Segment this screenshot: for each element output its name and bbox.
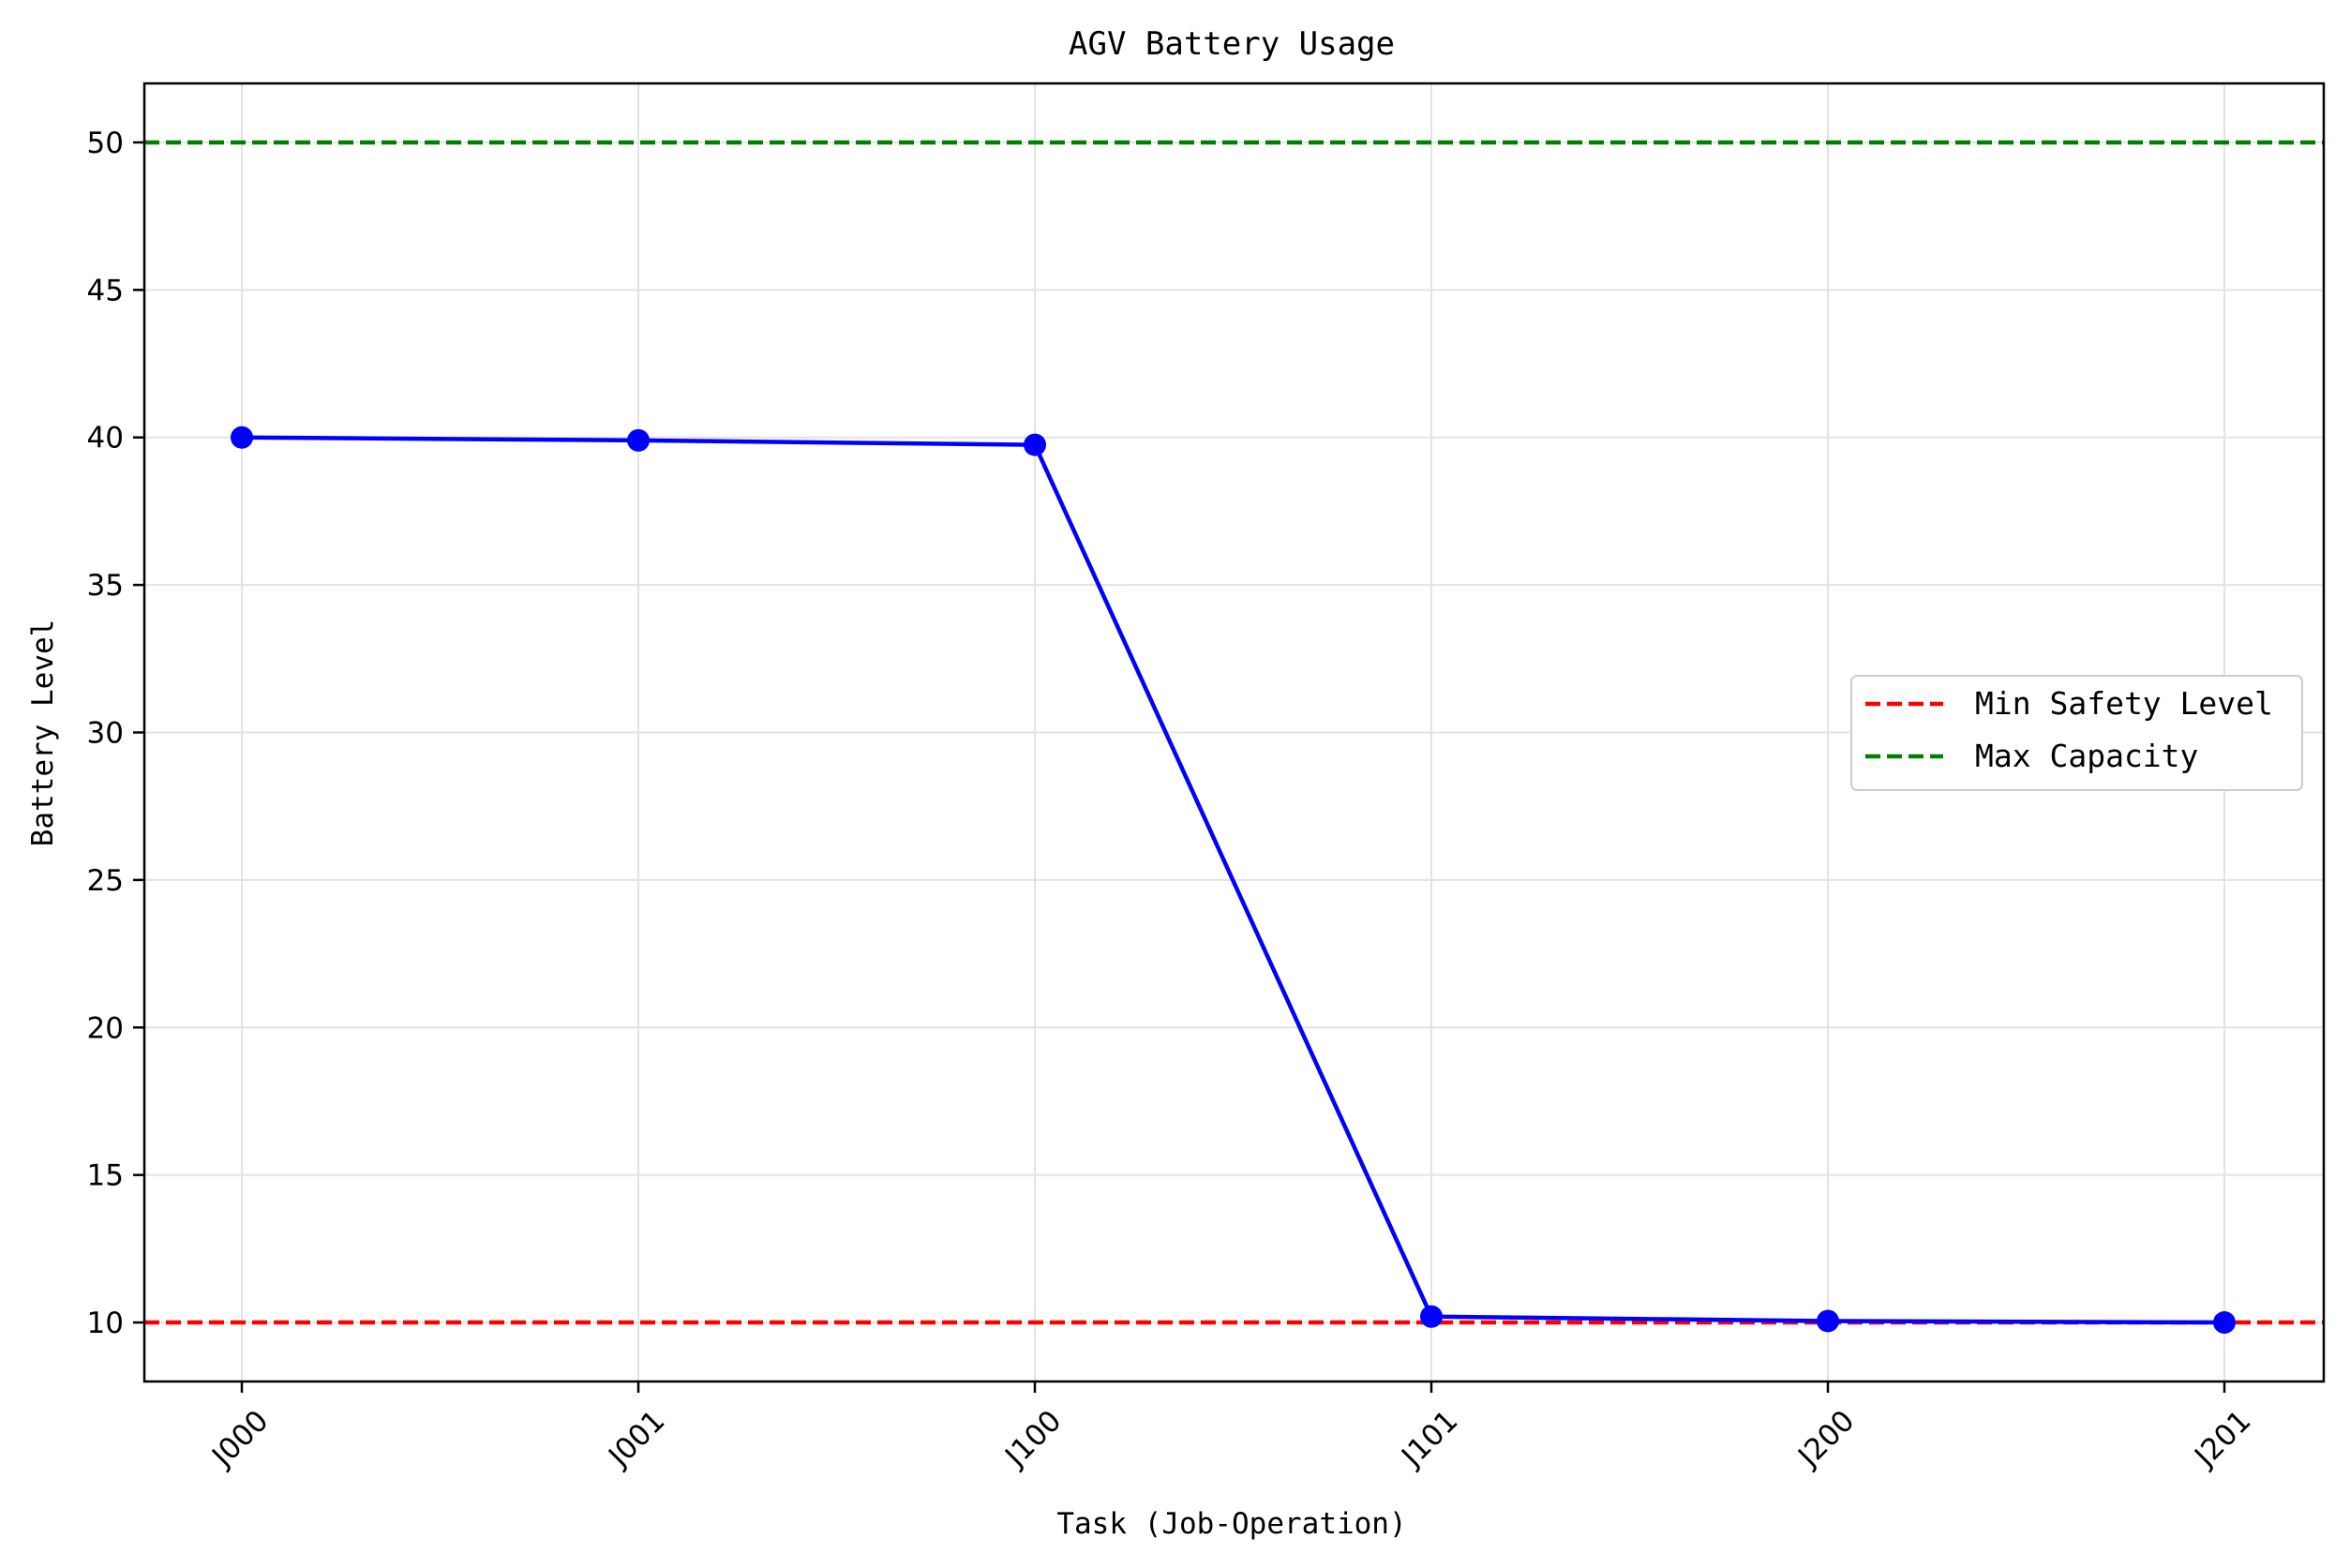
data-point bbox=[1420, 1305, 1443, 1328]
y-tick-label: 35 bbox=[87, 569, 124, 603]
y-tick-label: 20 bbox=[87, 1011, 124, 1045]
x-tick-label: J100 bbox=[997, 1404, 1068, 1474]
legend: Min Safety Level Max Capacity bbox=[1850, 675, 2303, 791]
y-tick-label: 25 bbox=[87, 864, 124, 898]
series-layer bbox=[231, 426, 2236, 1335]
y-tick-label: 15 bbox=[87, 1159, 124, 1193]
data-point bbox=[627, 428, 650, 452]
x-tick-label: J201 bbox=[2187, 1404, 2257, 1474]
y-axis-label: Battery Level bbox=[26, 620, 60, 847]
y-tick-label: 40 bbox=[87, 422, 124, 455]
grid bbox=[144, 83, 2324, 1381]
legend-box bbox=[1850, 675, 2303, 791]
x-tick-label: J200 bbox=[1790, 1404, 1861, 1474]
legend-label-max-capacity: Max Capacity bbox=[1975, 738, 2198, 774]
data-point bbox=[1024, 433, 1046, 456]
data-point bbox=[2213, 1311, 2236, 1335]
series-line bbox=[241, 435, 2225, 1325]
legend-label-min-safety: Min Safety Level bbox=[1975, 685, 2273, 722]
x-tick-label: J001 bbox=[601, 1404, 671, 1474]
data-point bbox=[1817, 1309, 1839, 1333]
y-tick-label: 50 bbox=[87, 127, 124, 160]
data-point bbox=[231, 426, 253, 449]
chart-title: AGV Battery Usage bbox=[1069, 25, 1395, 63]
x-tick-label: J101 bbox=[1394, 1404, 1464, 1474]
y-tick-label: 10 bbox=[87, 1307, 124, 1340]
y-tick-label: 45 bbox=[87, 274, 124, 307]
x-tick-label: J000 bbox=[204, 1404, 275, 1474]
x-axis-label: Task (Job-Operation) bbox=[1056, 1507, 1406, 1541]
y-tick-label: 30 bbox=[87, 717, 124, 751]
